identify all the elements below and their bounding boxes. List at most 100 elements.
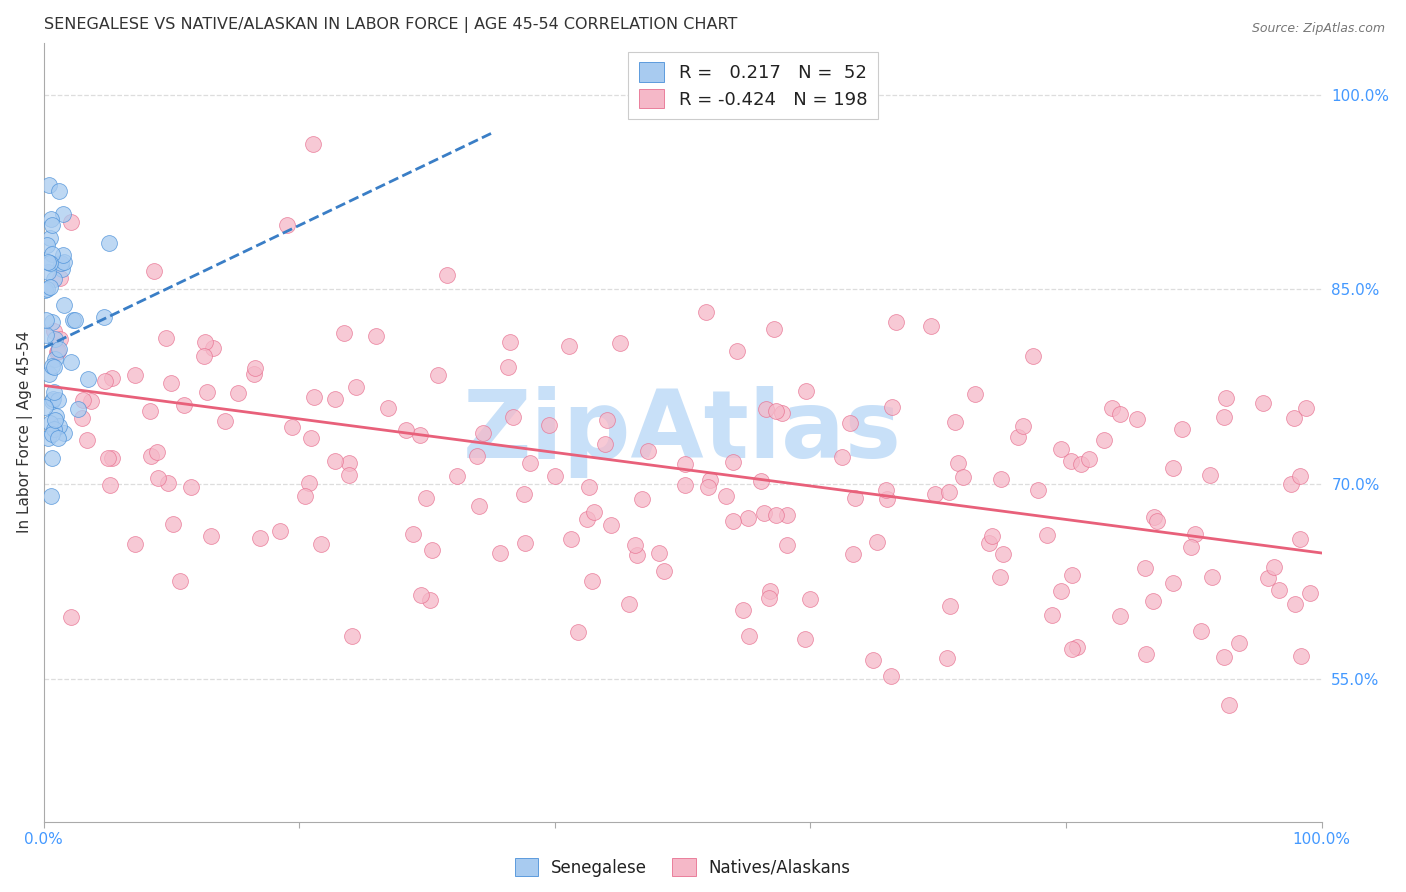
Point [755, 401, 778, 416]
Point [41, 247, 63, 261]
Point [1163, 461, 1185, 475]
Point [652, 565, 675, 579]
Point [1199, 468, 1222, 483]
Point [243, 367, 266, 381]
Point [1133, 561, 1156, 575]
Point [419, 593, 441, 607]
Point [1036, 527, 1059, 541]
Point [938, 599, 960, 613]
Point [62, 312, 84, 326]
Point [173, 398, 195, 412]
Point [139, 404, 162, 418]
Point [200, 529, 222, 543]
Point [725, 343, 748, 358]
Point [1212, 410, 1234, 425]
Point [697, 480, 720, 494]
Y-axis label: In Labor Force | Age 45-54: In Labor Force | Age 45-54 [17, 331, 32, 533]
Point [519, 456, 541, 470]
Point [124, 537, 146, 551]
Point [737, 510, 759, 524]
Point [41, 393, 63, 408]
Point [37, 431, 59, 445]
Point [1060, 568, 1083, 582]
Point [48, 419, 70, 434]
Point [1042, 607, 1064, 622]
Point [100, 451, 122, 466]
Point [59, 355, 82, 369]
Point [1184, 526, 1206, 541]
Point [180, 480, 202, 494]
Point [752, 506, 775, 520]
Point [48, 343, 70, 357]
Point [333, 326, 356, 341]
Point [617, 597, 640, 611]
Point [52, 207, 75, 221]
Point [39, 231, 62, 245]
Point [59, 215, 82, 229]
Point [302, 136, 325, 151]
Point [42, 359, 65, 374]
Point [699, 473, 721, 487]
Point [1251, 396, 1274, 410]
Point [49, 271, 72, 285]
Point [42, 325, 65, 339]
Point [1062, 642, 1084, 657]
Point [298, 475, 321, 490]
Point [97, 451, 120, 466]
Point [38, 256, 60, 270]
Point [214, 414, 236, 428]
Point [988, 569, 1011, 583]
Point [1218, 698, 1240, 712]
Point [52, 298, 75, 312]
Point [489, 546, 512, 560]
Point [884, 315, 907, 329]
Point [52, 248, 75, 262]
Text: ZipAtlas: ZipAtlas [463, 386, 903, 478]
Point [194, 335, 217, 350]
Point [48, 332, 70, 346]
Point [512, 487, 534, 501]
Point [775, 508, 797, 523]
Point [436, 268, 458, 283]
Point [46, 344, 69, 359]
Point [981, 529, 1004, 543]
Point [502, 409, 524, 424]
Point [1109, 408, 1132, 422]
Point [723, 455, 745, 469]
Point [157, 475, 180, 490]
Point [1135, 647, 1157, 661]
Point [409, 588, 432, 602]
Point [35, 238, 58, 252]
Point [1108, 609, 1130, 624]
Point [37, 264, 59, 278]
Point [875, 483, 897, 497]
Point [866, 535, 889, 549]
Point [193, 349, 215, 363]
Point [44, 351, 66, 366]
Point [101, 370, 124, 384]
Point [38, 367, 60, 381]
Point [44, 384, 66, 399]
Point [593, 437, 616, 451]
Point [302, 390, 325, 404]
Point [42, 272, 65, 286]
Point [794, 384, 817, 398]
Point [59, 610, 82, 624]
Point [46, 345, 69, 359]
Point [67, 401, 90, 416]
Point [1126, 412, 1149, 426]
Point [1026, 483, 1049, 497]
Point [34, 284, 56, 298]
Point [52, 254, 75, 268]
Point [1289, 469, 1312, 483]
Point [41, 359, 63, 374]
Point [41, 218, 63, 232]
Point [963, 386, 986, 401]
Point [146, 445, 169, 459]
Point [695, 304, 717, 318]
Point [499, 335, 522, 350]
Point [48, 185, 70, 199]
Point [1143, 509, 1166, 524]
Point [39, 489, 62, 503]
Point [714, 489, 737, 503]
